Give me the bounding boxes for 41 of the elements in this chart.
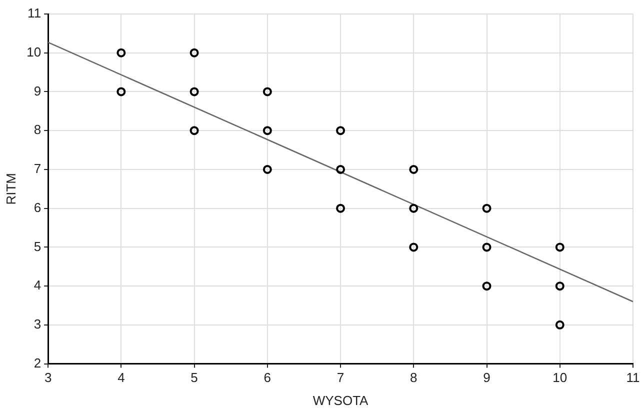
y-tick-label: 2 [34, 355, 42, 370]
y-tick-label: 3 [34, 316, 42, 332]
point [190, 126, 199, 136]
x-tick-label: 4 [118, 370, 125, 386]
x-tick-label: 5 [190, 370, 198, 386]
x-tick-label: 11 [626, 370, 640, 386]
point [555, 282, 564, 291]
x-tick-label: 3 [44, 370, 52, 386]
point [190, 48, 199, 58]
y-tick-label: 9 [34, 83, 42, 98]
point [336, 204, 346, 213]
x-tick-label: 9 [483, 370, 490, 386]
y-tick-label: 8 [34, 122, 42, 138]
point [409, 242, 418, 252]
y-tick-label: 6 [34, 200, 42, 215]
x-axis-title: WYSOTA [312, 392, 369, 408]
point [116, 87, 126, 96]
y-tick-label: 5 [34, 238, 42, 254]
point [336, 126, 346, 136]
point [336, 164, 346, 174]
point [190, 87, 199, 96]
x-tick-label: 6 [264, 370, 272, 386]
y-tick-label: 10 [26, 44, 42, 60]
y-tick-label: 4 [34, 278, 42, 293]
point [482, 242, 492, 252]
point [262, 126, 272, 136]
point [555, 242, 564, 252]
point [555, 320, 564, 330]
x-tick-label: 7 [336, 370, 344, 386]
point [262, 87, 272, 96]
point [262, 164, 272, 174]
point [482, 282, 492, 291]
y-tick-label: 11 [28, 6, 42, 21]
x-tick-label: 8 [410, 370, 418, 386]
point [409, 164, 418, 174]
point [409, 204, 418, 213]
y-axis-title: RITM [3, 173, 18, 205]
y-tick-label: 7 [34, 161, 42, 176]
x-tick-label: 10 [552, 370, 568, 386]
point [482, 204, 492, 213]
point [116, 48, 126, 58]
